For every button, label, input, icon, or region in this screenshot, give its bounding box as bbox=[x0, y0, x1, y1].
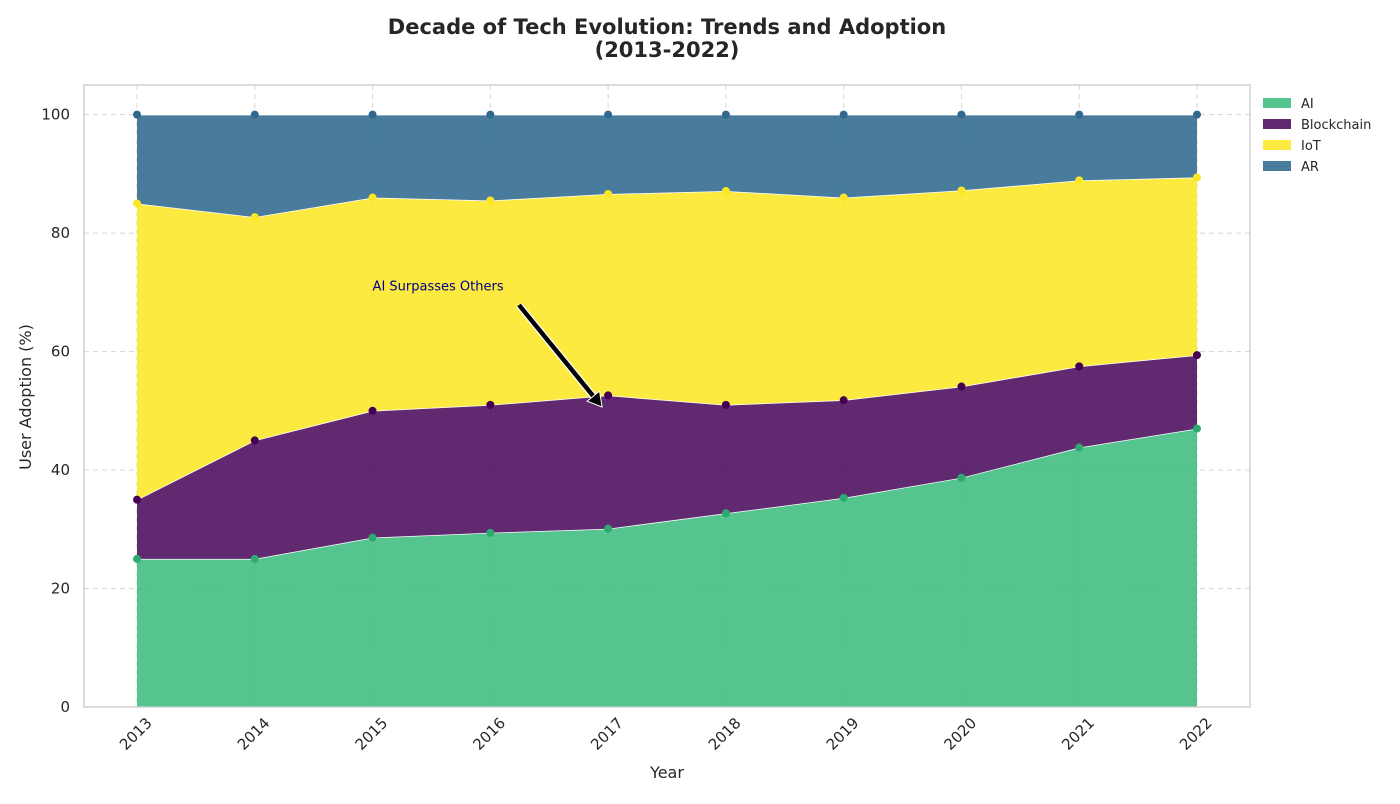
y-tick-label: 80 bbox=[51, 224, 70, 242]
legend-swatch-iot bbox=[1263, 140, 1291, 150]
legend-swatch-blockchain bbox=[1263, 119, 1291, 129]
marker-ar-2019 bbox=[839, 110, 848, 119]
annotation: AI Surpasses Others bbox=[373, 279, 603, 408]
marker-blockchain-2017 bbox=[604, 391, 613, 400]
marker-ai-2014 bbox=[250, 554, 259, 563]
marker-layer bbox=[133, 110, 1201, 563]
marker-ar-2015 bbox=[368, 110, 377, 119]
area-blockchain bbox=[137, 355, 1197, 559]
marker-blockchain-2016 bbox=[486, 400, 495, 409]
area-ai bbox=[137, 428, 1197, 707]
legend-label-iot: IoT bbox=[1301, 139, 1321, 154]
marker-blockchain-2020 bbox=[957, 382, 966, 391]
area-iot bbox=[137, 177, 1197, 500]
annotation-arrow-inner bbox=[517, 303, 596, 398]
legend-swatch-ai bbox=[1263, 98, 1291, 108]
y-tick-label: 100 bbox=[41, 106, 70, 124]
marker-blockchain-2018 bbox=[721, 400, 730, 409]
y-axis-label: User Adoption (%) bbox=[16, 324, 35, 470]
marker-ai-2018 bbox=[721, 509, 730, 518]
x-axis-label: Year bbox=[649, 763, 684, 782]
marker-blockchain-2022 bbox=[1193, 351, 1201, 360]
marker-ai-2021 bbox=[1075, 443, 1084, 452]
y-tick-label: 60 bbox=[51, 343, 70, 361]
area-layer bbox=[136, 113, 1198, 707]
legend-swatch-ar bbox=[1263, 161, 1291, 171]
marker-iot-2014 bbox=[250, 213, 259, 222]
marker-blockchain-2014 bbox=[250, 436, 259, 445]
marker-ai-2013 bbox=[133, 554, 141, 563]
marker-iot-2017 bbox=[604, 189, 613, 198]
marker-ar-2016 bbox=[486, 110, 495, 119]
marker-iot-2015 bbox=[368, 193, 377, 202]
marker-iot-2020 bbox=[957, 186, 966, 195]
plot-frame bbox=[83, 84, 1251, 708]
chart-subtitle: (2013-2022) bbox=[595, 38, 740, 62]
marker-ar-2013 bbox=[133, 110, 141, 119]
legend: AI Blockchain IoT AR bbox=[1256, 89, 1394, 181]
legend-label-ai: AI bbox=[1301, 97, 1314, 112]
marker-iot-2013 bbox=[133, 199, 141, 208]
marker-ar-2022 bbox=[1193, 110, 1201, 119]
marker-blockchain-2013 bbox=[133, 495, 141, 504]
marker-ai-2022 bbox=[1193, 424, 1201, 433]
annotation-arrowhead bbox=[586, 390, 603, 408]
marker-ai-2015 bbox=[368, 533, 377, 542]
annotation-text: AI Surpasses Others bbox=[373, 279, 504, 294]
y-tick-label: 40 bbox=[51, 461, 70, 479]
area-ar bbox=[137, 114, 1197, 218]
marker-iot-2021 bbox=[1075, 176, 1084, 185]
marker-ai-2016 bbox=[486, 528, 495, 537]
marker-ar-2021 bbox=[1075, 110, 1084, 119]
marker-ar-2018 bbox=[721, 110, 730, 119]
marker-ai-2017 bbox=[604, 524, 613, 533]
marker-blockchain-2015 bbox=[368, 406, 377, 415]
marker-ar-2014 bbox=[250, 110, 259, 119]
marker-iot-2019 bbox=[839, 193, 848, 202]
marker-ar-2020 bbox=[957, 110, 966, 119]
legend-label-ar: AR bbox=[1301, 160, 1319, 175]
marker-blockchain-2021 bbox=[1075, 362, 1084, 371]
marker-blockchain-2019 bbox=[839, 396, 848, 405]
marker-ai-2020 bbox=[957, 473, 966, 482]
marker-ar-2017 bbox=[604, 110, 613, 119]
marker-iot-2022 bbox=[1193, 173, 1201, 182]
chart-title: Decade of Tech Evolution: Trends and Ado… bbox=[388, 15, 946, 39]
legend-label-blockchain: Blockchain bbox=[1301, 118, 1371, 133]
marker-iot-2016 bbox=[486, 196, 495, 205]
y-tick-label: 20 bbox=[51, 580, 70, 598]
marker-ai-2019 bbox=[839, 493, 848, 502]
marker-iot-2018 bbox=[721, 187, 730, 196]
y-tick-label: 0 bbox=[60, 698, 70, 716]
